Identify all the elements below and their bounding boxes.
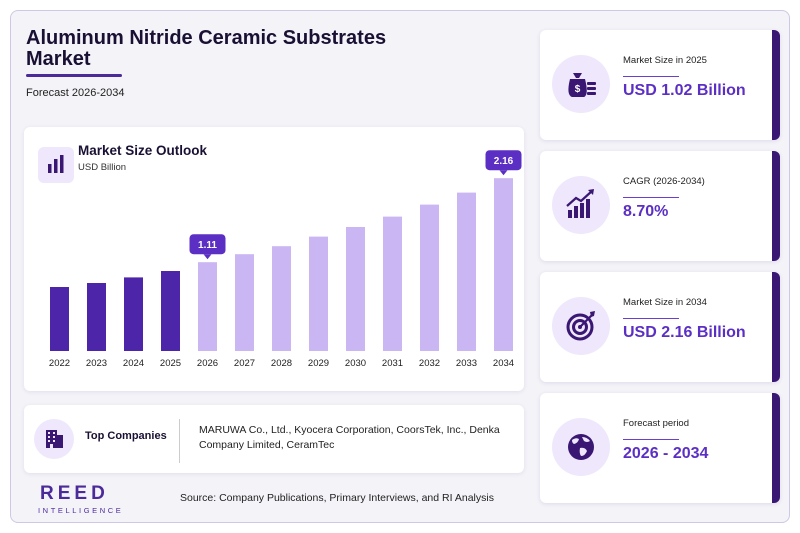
- bar-2027: [235, 254, 254, 351]
- companies-divider: [179, 419, 180, 463]
- globe-icon: [552, 418, 610, 476]
- x-tick-label: 2025: [160, 358, 181, 369]
- stat-rule: [623, 439, 679, 440]
- page-title: Aluminum Nitride Ceramic Substrates Mark…: [26, 27, 387, 70]
- x-tick-label: 2030: [345, 358, 366, 369]
- x-tick-label: 2029: [308, 358, 329, 369]
- bar-2033: [457, 192, 476, 351]
- bar-chart-icon: [38, 147, 74, 183]
- stat-value: USD 1.02 Billion: [623, 82, 746, 99]
- chart-unit: USD Billion: [78, 162, 127, 173]
- top-companies-card: Top Companies MARUWA Co., Ltd., Kyocera …: [24, 405, 524, 473]
- bar-2030: [346, 227, 365, 351]
- callout-2026: 1.11: [189, 234, 226, 260]
- bar-2034: [494, 178, 513, 351]
- logo-wordmark: REED: [40, 483, 109, 504]
- stat-label: Market Size in 2034: [623, 297, 707, 308]
- x-tick-label: 2031: [382, 358, 403, 369]
- target-icon: [552, 297, 610, 355]
- callout-pointer: [203, 254, 212, 260]
- x-tick-label: 2028: [271, 358, 292, 369]
- chart-card: Market Size Outlook USD Billion 2022 2023…: [24, 127, 524, 391]
- bar-2029: [309, 236, 328, 351]
- title-underline: [26, 74, 122, 77]
- stat-rule: [623, 197, 679, 198]
- callout-box: [189, 234, 226, 255]
- bar-2031: [383, 216, 402, 351]
- stat-card-cagr: CAGR (2026-2034) 8.70%: [540, 151, 780, 261]
- x-tick-label: 2033: [456, 358, 477, 369]
- stat-card-market-2025: $ Market Size in 2025 USD 1.02 Billion: [540, 30, 780, 140]
- stat-label: Market Size in 2025: [623, 55, 707, 66]
- data-label: 1.11: [198, 240, 217, 251]
- bar-chart: 2022 2023 2024 2025 2026 1.11 2027 2028 2029 2030…: [49, 150, 522, 369]
- logo-tagline: INTELLIGENCE: [38, 506, 124, 515]
- bar-2026: [198, 262, 217, 351]
- x-tick-label: 2026: [197, 358, 218, 369]
- svg-text:$: $: [575, 84, 581, 95]
- chart-title: Market Size Outlook: [78, 143, 208, 158]
- x-tick-label: 2032: [419, 358, 440, 369]
- bar-2028: [272, 246, 291, 351]
- building-icon: [34, 419, 74, 459]
- stat-value: USD 2.16 Billion: [623, 324, 746, 341]
- data-label: 2.16: [494, 156, 514, 167]
- stat-label: Forecast period: [623, 418, 690, 429]
- growth-chart-icon: [552, 176, 610, 234]
- source-note: Source: Company Publications, Primary In…: [180, 492, 494, 504]
- stat-label: CAGR (2026-2034): [623, 176, 705, 187]
- callout-2034: 2.16: [485, 150, 522, 176]
- bar-2024: [124, 277, 143, 351]
- callout-box: [485, 150, 522, 171]
- stat-rule: [623, 318, 679, 319]
- x-tick-label: 2027: [234, 358, 255, 369]
- x-tick-label: 2034: [493, 358, 514, 369]
- bar-2023: [87, 283, 106, 351]
- brand-logo: REED INTELLIGENCE: [38, 483, 124, 515]
- x-tick-label: 2024: [123, 358, 144, 369]
- callout-pointer: [499, 170, 508, 176]
- stat-card-market-2034: Market Size in 2034 USD 2.16 Billion: [540, 272, 780, 382]
- stat-value: 8.70%: [623, 203, 669, 220]
- x-tick-label: 2023: [86, 358, 107, 369]
- x-tick-label: 2022: [49, 358, 70, 369]
- stat-value: 2026 - 2034: [623, 445, 709, 462]
- stat-rule: [623, 76, 679, 77]
- bar-2022: [50, 287, 69, 351]
- bar-2032: [420, 204, 439, 351]
- top-companies-list: MARUWA Co., Ltd., Kyocera Corporation, C…: [199, 424, 500, 451]
- top-companies-label: Top Companies: [85, 430, 167, 442]
- bar-2025: [161, 271, 180, 351]
- money-bag-icon: $: [552, 55, 610, 113]
- page-subtitle: Forecast 2026-2034: [26, 87, 125, 99]
- stat-card-forecast-period: Forecast period 2026 - 2034: [540, 393, 780, 503]
